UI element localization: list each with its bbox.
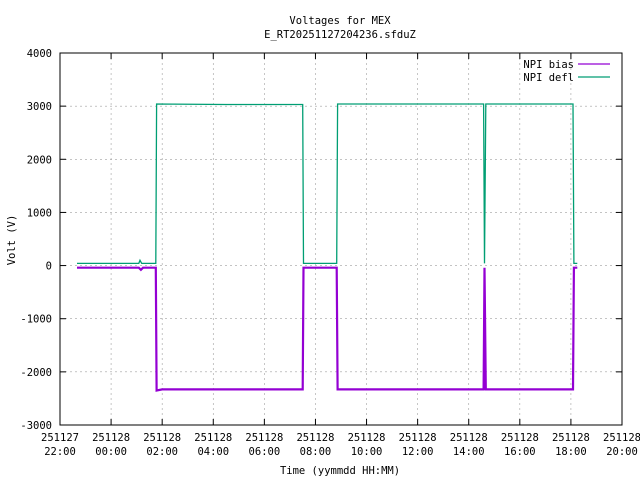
x-tick-label-date: 251127: [41, 432, 79, 444]
x-tick-label-time: 04:00: [197, 446, 229, 458]
x-tick-label-date: 251128: [399, 432, 437, 444]
y-axis-label: Volt (V): [6, 215, 18, 266]
x-tick-label-time: 06:00: [249, 446, 281, 458]
series-line-npi-bias: [77, 266, 578, 392]
x-tick-label-date: 251128: [450, 432, 488, 444]
x-tick-label-time: 10:00: [351, 446, 383, 458]
series-line-npi-defl: [77, 103, 578, 265]
y-axis-ticks: -3000 -2000 -1000 0 1000 2000 3000 4000: [20, 48, 622, 432]
chart-subtitle: E_RT20251127204236.sfduZ: [264, 29, 416, 41]
y-tick-label: 4000: [27, 48, 52, 60]
legend-label-npi-bias: NPI bias: [523, 59, 574, 71]
x-tick-label-time: 22:00: [44, 446, 76, 458]
x-tick-label-time: 14:00: [453, 446, 485, 458]
grid: [60, 53, 622, 425]
legend-label-npi-defl: NPI defl: [523, 72, 574, 84]
chart-title: Voltages for MEX: [289, 15, 391, 27]
y-tick-label: -2000: [20, 367, 52, 379]
x-axis-ticks: 251127 22:00 251128 00:00 251128 02:00 251128 0…: [41, 53, 640, 458]
x-tick-label-time: 16:00: [504, 446, 536, 458]
x-tick-label-time: 12:00: [402, 446, 434, 458]
y-tick-label: -1000: [20, 314, 52, 326]
x-tick-label-time: 00:00: [95, 446, 127, 458]
legend: NPI bias NPI defl: [523, 59, 610, 84]
x-tick-label-date: 251128: [245, 432, 283, 444]
y-tick-label: 0: [46, 261, 52, 273]
x-tick-label-date: 251128: [296, 432, 334, 444]
x-tick-label-date: 251128: [603, 432, 640, 444]
x-tick-label-time: 08:00: [300, 446, 332, 458]
x-tick-label-date: 251128: [501, 432, 539, 444]
x-tick-label-date: 251128: [348, 432, 386, 444]
y-tick-label: 2000: [27, 154, 52, 166]
x-tick-label-time: 20:00: [606, 446, 638, 458]
x-tick-label-time: 18:00: [555, 446, 587, 458]
series-layer: [77, 103, 578, 392]
x-tick-label-date: 251128: [552, 432, 590, 444]
plot-frame: [59, 52, 623, 426]
y-tick-label: -3000: [20, 420, 52, 432]
x-tick-label-date: 251128: [92, 432, 130, 444]
y-tick-label: 3000: [27, 101, 52, 113]
x-tick-label-time: 02:00: [146, 446, 178, 458]
x-axis-label: Time (yymmdd HH:MM): [280, 465, 400, 477]
x-tick-label-date: 251128: [143, 432, 181, 444]
x-tick-label-date: 251128: [194, 432, 232, 444]
y-tick-label: 1000: [27, 207, 52, 219]
